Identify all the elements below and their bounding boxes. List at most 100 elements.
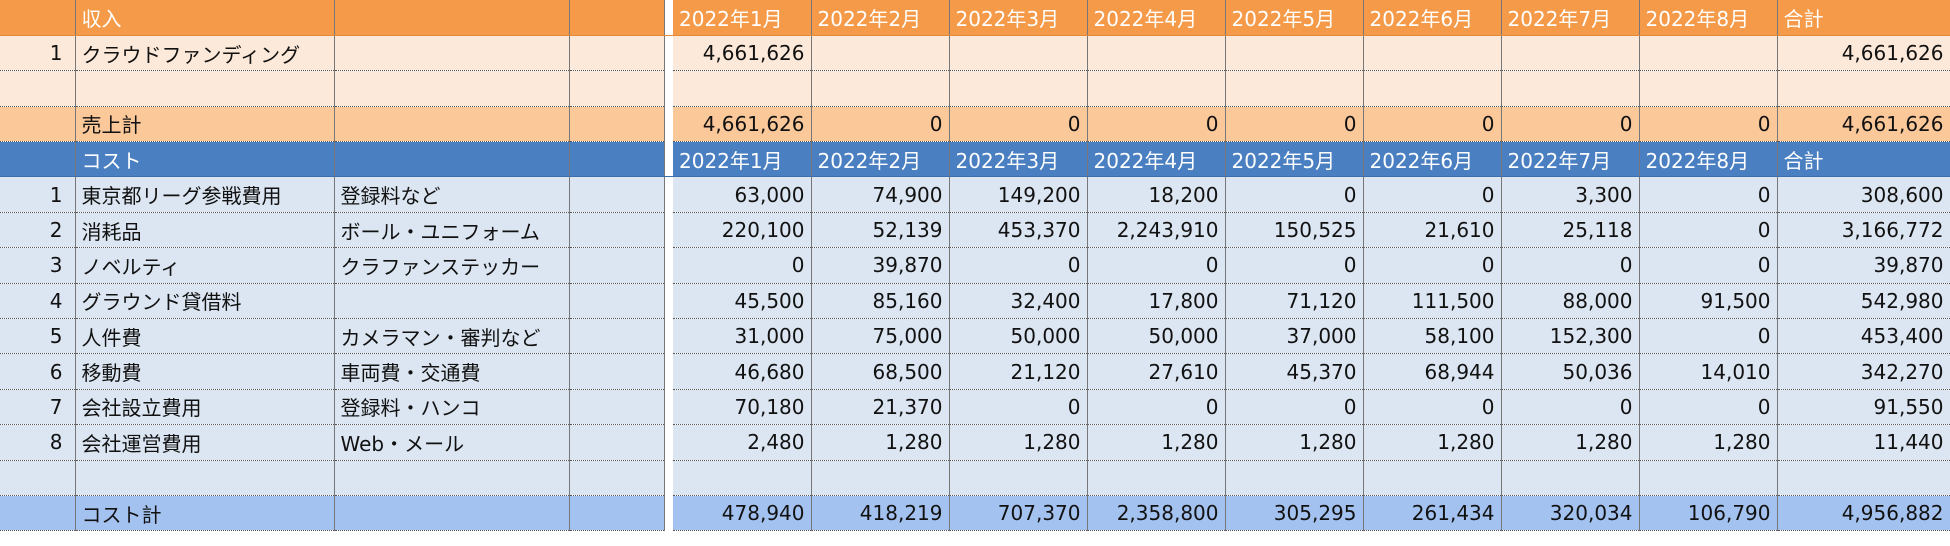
cell: 37,000 — [1225, 318, 1364, 355]
cell: 52,139 — [811, 212, 950, 249]
cell: 45,370 — [1225, 353, 1364, 390]
cell: 50,036 — [1501, 353, 1640, 390]
cell — [673, 460, 812, 496]
sheet-row — [0, 70, 1950, 107]
cell — [569, 424, 665, 461]
cell: 1,280 — [811, 424, 950, 461]
cell: 152,300 — [1501, 318, 1640, 355]
cell — [334, 70, 570, 107]
cell: 0 — [949, 106, 1088, 143]
cell — [569, 176, 665, 213]
cell — [569, 35, 665, 72]
cell: 21,610 — [1363, 212, 1502, 249]
cell: 149,200 — [949, 176, 1088, 213]
sheet-row: コスト計 478,940 418,219 707,370 2,358,800 305,29… — [0, 495, 1950, 532]
gap-cell — [664, 106, 673, 142]
cell: 478,940 — [673, 495, 812, 532]
cell: 111,500 — [1363, 283, 1502, 320]
cell: 320,034 — [1501, 495, 1640, 532]
gap-cell — [664, 389, 673, 425]
cell: 2,243,910 — [1087, 212, 1226, 249]
cell — [334, 495, 570, 532]
cell: 68,500 — [811, 353, 950, 390]
cell: 63,000 — [673, 176, 812, 213]
sheet-row: 6 移動費 車両費・交通費 46,680 68,500 21,120 27,610 45,37… — [0, 353, 1950, 390]
cell: 39,870 — [1777, 247, 1950, 284]
gap-cell — [664, 283, 673, 319]
cell: 17,800 — [1087, 283, 1226, 320]
cell — [569, 495, 665, 532]
cell — [0, 495, 76, 532]
cell: 21,370 — [811, 389, 950, 426]
cell: 2022年1月 — [673, 0, 812, 36]
cell — [1501, 460, 1640, 496]
cell: 2022年3月 — [949, 141, 1088, 178]
cell — [811, 70, 950, 107]
cell — [569, 389, 665, 426]
cell — [334, 106, 570, 143]
cell: ノベルティ — [75, 247, 335, 284]
cell: 0 — [1225, 176, 1364, 213]
cell: 25,118 — [1501, 212, 1640, 249]
cell: 0 — [1225, 106, 1364, 143]
cell: 0 — [1087, 247, 1226, 284]
cell: 0 — [949, 247, 1088, 284]
cell: 0 — [1363, 247, 1502, 284]
cell — [1639, 70, 1778, 107]
cell: 75,000 — [811, 318, 950, 355]
cell: 2,480 — [673, 424, 812, 461]
sheet-row: 1 クラウドファンディング 4,661,626 4,661,626 — [0, 35, 1950, 72]
cell: 418,219 — [811, 495, 950, 532]
cell: 18,200 — [1087, 176, 1226, 213]
cell: 2022年7月 — [1501, 141, 1640, 178]
cell: 308,600 — [1777, 176, 1950, 213]
cell: 45,500 — [673, 283, 812, 320]
cell — [949, 460, 1088, 496]
cell: 人件費 — [75, 318, 335, 355]
cell: 0 — [1639, 106, 1778, 143]
cell: 3,300 — [1501, 176, 1640, 213]
spreadsheet: 収入 2022年1月 2022年2月 2022年3月 2022年4月 2022年5月 202… — [0, 0, 1950, 532]
cell: 11,440 — [1777, 424, 1950, 461]
cell — [569, 70, 665, 107]
sheet-body: 収入 2022年1月 2022年2月 2022年3月 2022年4月 2022年5月 202… — [0, 0, 1950, 532]
cell: 3,166,772 — [1777, 212, 1950, 249]
gap-cell — [664, 176, 673, 213]
cell: 6 — [0, 353, 76, 390]
cell: 消耗品 — [75, 212, 335, 249]
cell: 0 — [673, 247, 812, 284]
cell — [1639, 35, 1778, 72]
cell: 3 — [0, 247, 76, 284]
cell: 85,160 — [811, 283, 950, 320]
cell — [1363, 460, 1502, 496]
cell: 合計 — [1777, 141, 1950, 178]
cell — [1777, 70, 1950, 107]
cell: 542,980 — [1777, 283, 1950, 320]
cell — [1639, 460, 1778, 496]
cell: ボール・ユニフォーム — [334, 212, 570, 249]
cell — [334, 0, 570, 36]
cell: 0 — [1639, 389, 1778, 426]
cell: 8 — [0, 424, 76, 461]
cell: 2022年5月 — [1225, 141, 1364, 178]
cell: 会社設立費用 — [75, 389, 335, 426]
cell: 453,400 — [1777, 318, 1950, 355]
cell — [1087, 460, 1226, 496]
cell — [811, 460, 950, 496]
cell: 2,358,800 — [1087, 495, 1226, 532]
gap-cell — [664, 495, 673, 531]
sheet-row: 8 会社運営費用 Web・メール 2,480 1,280 1,280 1,280 1,280 1… — [0, 424, 1950, 461]
sheet-row: 7 会社設立費用 登録料・ハンコ 70,180 21,370 0 0 0 0 0 0 91,550 — [0, 389, 1950, 426]
cell — [1501, 35, 1640, 72]
cell: 0 — [1225, 247, 1364, 284]
sheet-row: 3 ノベルティ クラファンステッカー 0 39,870 0 0 0 0 0 0 39,870 — [0, 247, 1950, 284]
cell — [0, 70, 76, 107]
cell — [0, 460, 76, 496]
cell: 0 — [1363, 176, 1502, 213]
cell — [1363, 70, 1502, 107]
sheet-row: 売上計 4,661,626 0 0 0 0 0 0 0 4,661,626 — [0, 106, 1950, 143]
cell: 2022年5月 — [1225, 0, 1364, 36]
cell: 74,900 — [811, 176, 950, 213]
cell: 31,000 — [673, 318, 812, 355]
